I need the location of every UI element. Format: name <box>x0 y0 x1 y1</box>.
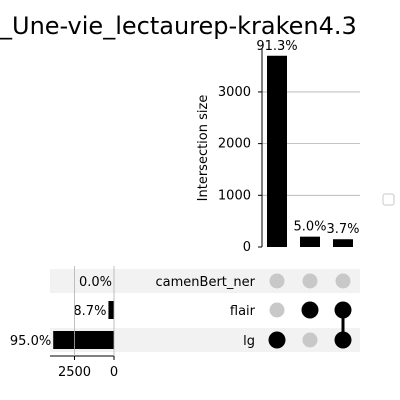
y-tick-label: 3000 <box>218 85 251 100</box>
y-tick-label: 2000 <box>218 137 251 152</box>
set-name-label: lg <box>243 334 255 349</box>
set-size-bar-label: 8.7% <box>73 304 106 319</box>
intersection-bars: 91.3% 5.0% 3.7% <box>256 39 360 247</box>
intersection-bar <box>300 236 320 247</box>
matrix-dot-inactive <box>269 273 285 289</box>
set-size-tick-label: 2500 <box>58 365 91 380</box>
set-size-bar <box>108 301 114 319</box>
matrix-dot-active <box>268 331 286 349</box>
matrix-dot-active <box>334 301 352 319</box>
intersection-bar <box>333 239 353 247</box>
matrix-dot-inactive <box>302 273 318 289</box>
legend <box>382 193 395 206</box>
intersection-bar <box>267 55 287 247</box>
matrix-dot-active <box>334 331 352 349</box>
set-name-label: camenBert_ner <box>156 275 256 290</box>
set-size-axis: 2500 0 <box>50 266 118 380</box>
legend-box <box>382 193 395 206</box>
intersection-bar-label: 3.7% <box>326 222 359 237</box>
y-tick-label: 0 <box>243 240 251 255</box>
y-axis-label: Intersection size <box>196 95 211 202</box>
matrix-dot-inactive <box>335 273 351 289</box>
y-tick-label: 1000 <box>218 188 251 203</box>
set-size-bar-label: 0.0% <box>79 275 112 290</box>
intersection-bar-label: 91.3% <box>256 39 297 54</box>
intersection-matrix <box>268 273 352 349</box>
set-size-bar-label: 95.0% <box>10 334 51 349</box>
intersection-bar-label: 5.0% <box>293 220 326 235</box>
chart-title: _Une-vie_lectaurep-kraken4.3 <box>0 12 357 40</box>
matrix-dot-inactive <box>269 302 285 318</box>
set-size-bar <box>53 331 114 349</box>
matrix-dot-active <box>301 301 319 319</box>
set-size-tick-label: 0 <box>110 365 118 380</box>
matrix-dot-inactive <box>302 332 318 348</box>
set-size-bars: 0.0% 8.7% 95.0% <box>10 275 114 349</box>
set-name-label: flair <box>230 304 256 319</box>
intersection-axis: 0 1000 2000 3000 Intersection size <box>196 48 263 255</box>
